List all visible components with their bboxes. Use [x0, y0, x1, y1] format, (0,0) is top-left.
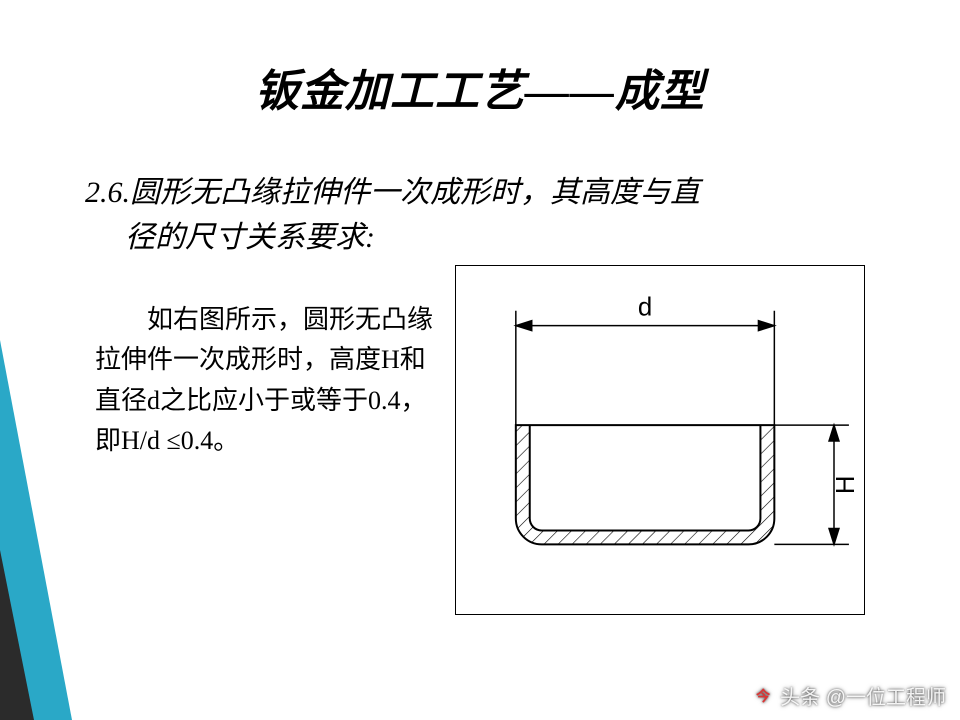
- technical-diagram: d H: [455, 265, 865, 615]
- section-line1: 圆形无凸缘拉伸件一次成形时，其高度与直: [130, 176, 700, 209]
- cup-cross-section: [516, 425, 775, 544]
- dimension-d: [516, 311, 775, 425]
- section-line2: 径的尺寸关系要求:: [85, 215, 900, 260]
- accent-decoration: [0, 340, 110, 720]
- watermark-text: 头条 @一位工程师: [780, 681, 946, 710]
- dimension-d-label: d: [638, 294, 652, 322]
- watermark: 今 头条 @一位工程师: [752, 681, 946, 710]
- dimension-h-label: H: [832, 475, 860, 494]
- section-number: 2.6.: [85, 176, 130, 209]
- body-content: 如右图所示，圆形无凸缘拉伸件一次成形时，高度H和直径d之比应小于或等于0.4，即…: [95, 305, 433, 455]
- body-paragraph: 如右图所示，圆形无凸缘拉伸件一次成形时，高度H和直径d之比应小于或等于0.4，即…: [95, 300, 435, 461]
- section-heading: 2.6.圆形无凸缘拉伸件一次成形时，其高度与直 径的尺寸关系要求:: [85, 170, 900, 260]
- watermark-logo-icon: 今: [752, 685, 774, 707]
- slide-title: 钣金加工工艺——成型: [0, 0, 960, 119]
